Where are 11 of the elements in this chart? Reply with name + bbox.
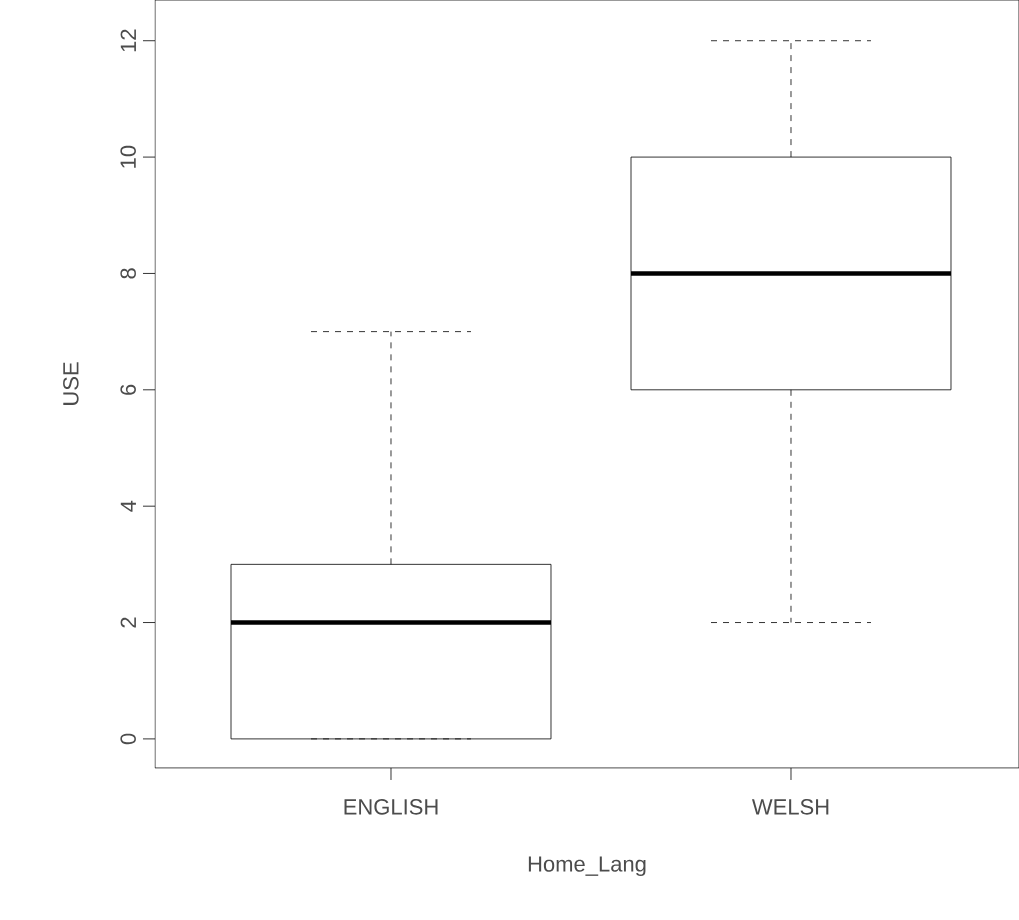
y-tick-label: 10 <box>120 145 136 168</box>
y-tick-label: 0 <box>120 733 136 745</box>
x-tick-label: WELSH <box>751 799 829 815</box>
y-tick-label: 2 <box>120 617 136 628</box>
y-tick-label: 6 <box>120 384 136 395</box>
y-tick-label: 4 <box>120 500 136 512</box>
x-tick-label: ENGLISH <box>344 799 438 815</box>
x-axis-title: Home_Lang <box>528 856 646 877</box>
y-tick-label: 8 <box>120 268 136 279</box>
y-tick-label: 12 <box>120 29 136 52</box>
y-axis-title: USE <box>63 362 79 405</box>
